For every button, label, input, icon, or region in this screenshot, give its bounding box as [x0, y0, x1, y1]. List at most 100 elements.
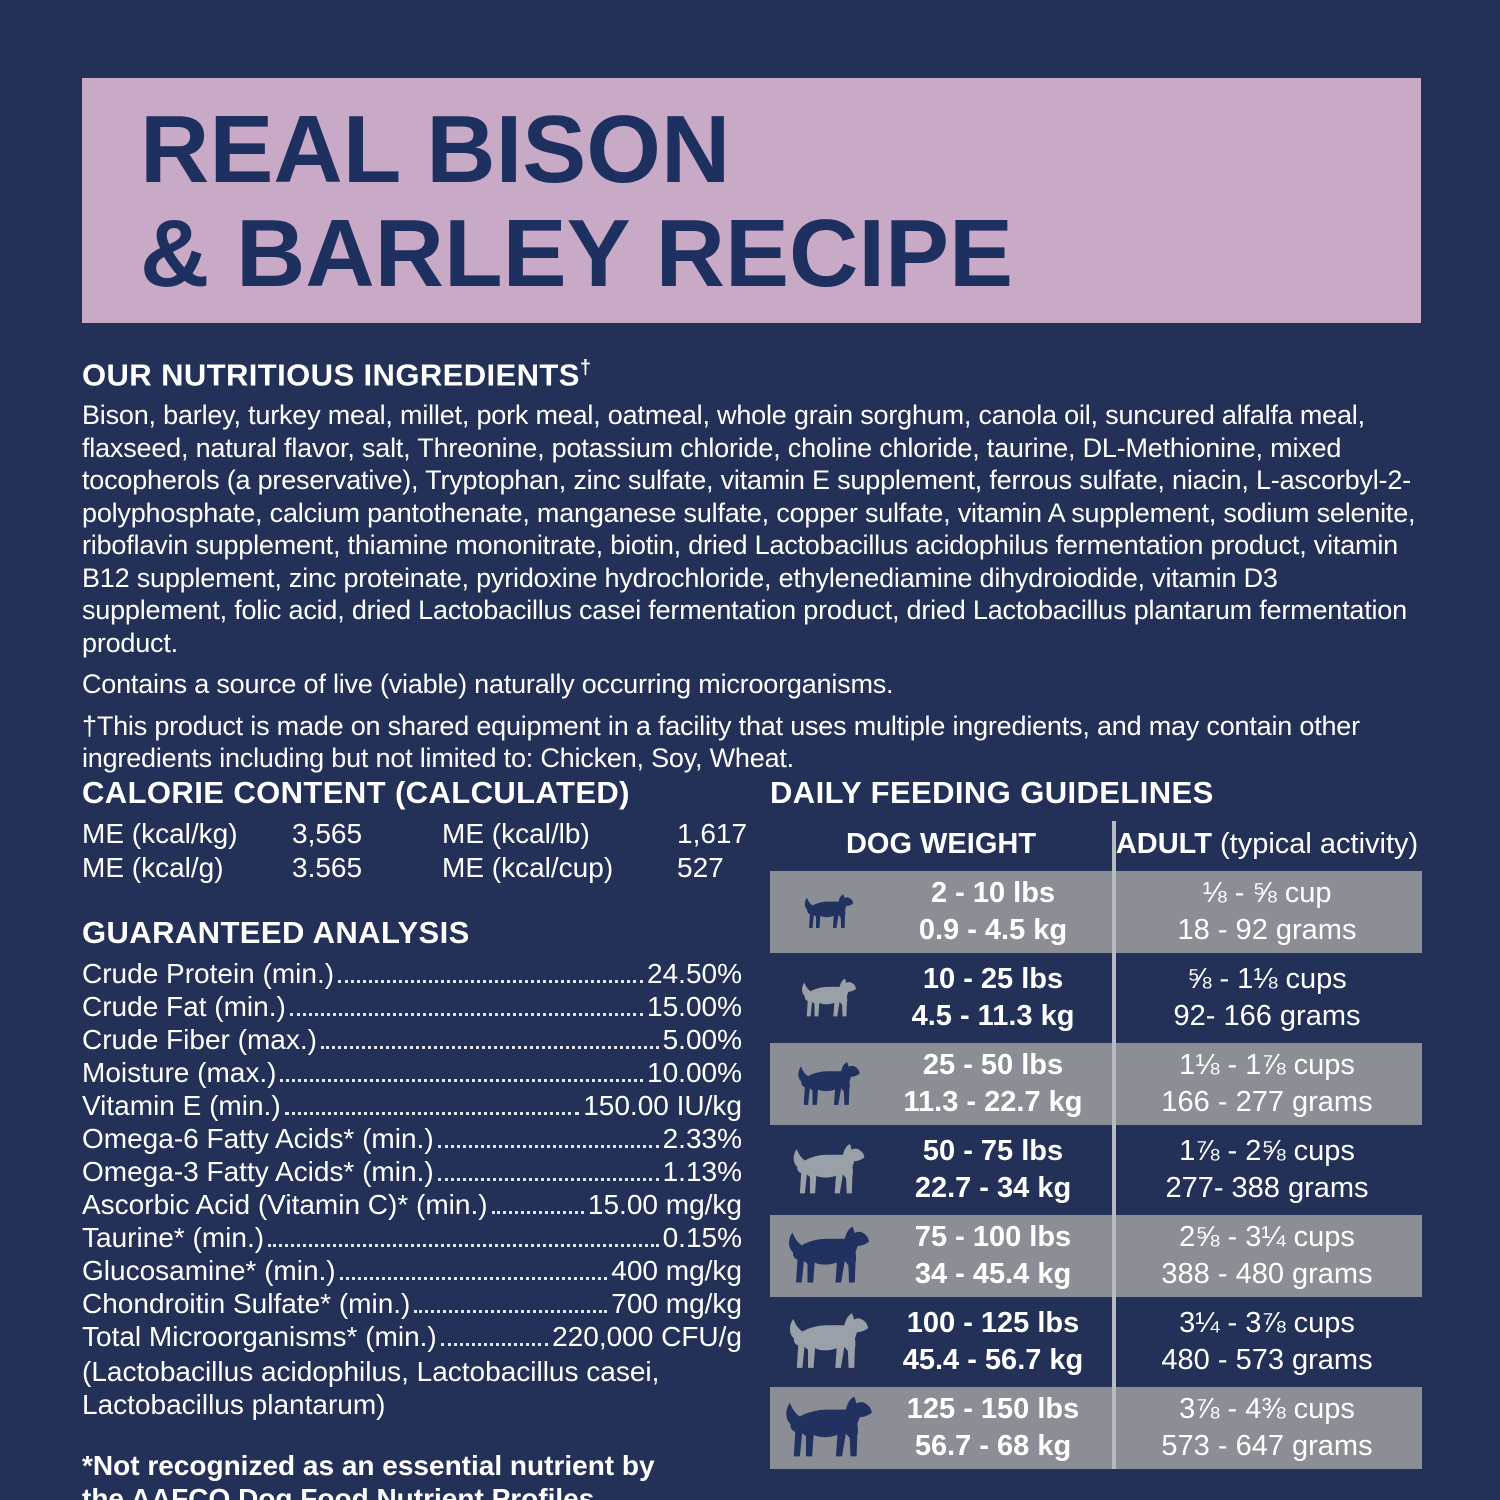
- feeding-row-25-50-lbs: 25 - 50 lbs 11.3 - 22.7 kg 1⅛ - 1⅞ cups 16…: [770, 1043, 1422, 1125]
- feeding-guidelines-heading: DAILY FEEDING GUIDELINES: [770, 775, 1214, 810]
- viable-microorganisms-note: Contains a source of live (viable) natur…: [82, 669, 894, 700]
- analysis-value: 5.00%: [662, 1024, 742, 1055]
- analysis-label: Ascorbic Acid (Vitamin C)* (min.): [82, 1189, 488, 1220]
- analysis-value: 150.00 IU/kg: [583, 1090, 742, 1121]
- ingredients-heading: OUR NUTRITIOUS INGREDIENTS†: [82, 350, 1427, 393]
- adult-header-rest: (typical activity): [1211, 827, 1419, 860]
- amount-cups: 1⅛ - 1⅞ cups: [1179, 1049, 1355, 1081]
- analysis-value: 1.13%: [662, 1156, 742, 1187]
- analysis-row: Crude Protein (min.) 24.50%: [82, 957, 742, 990]
- dog-weight-header: DOG WEIGHT: [845, 827, 1037, 860]
- guaranteed-analysis-list: Crude Protein (min.) 24.50% Crude Fat (mi…: [82, 957, 742, 1353]
- feeding-guidelines-section: DAILY FEEDING GUIDELINES DOG WEIGHT ADUL…: [770, 775, 1422, 1500]
- microorganisms-parenthetical: (Lactobacillus acidophilus, Lactobacillu…: [82, 1356, 660, 1420]
- shared-equipment-note: †This product is made on shared equipmen…: [82, 710, 1360, 774]
- weight-kg: 45.4 - 56.7 kg: [902, 1344, 1084, 1376]
- analysis-row: Chondroitin Sulfate* (min.) 700 mg/kg: [82, 1287, 742, 1320]
- analysis-row: Vitamin E (min.) 150.00 IU/kg: [82, 1089, 742, 1122]
- calorie-label: ME (kcal/lb): [442, 818, 590, 849]
- calorie-value: 1,617: [677, 818, 748, 849]
- terrier-icon: [770, 1059, 888, 1110]
- weight-lbs: 100 - 125 lbs: [906, 1307, 1080, 1339]
- analysis-label: Omega-3 Fatty Acids* (min.): [82, 1156, 434, 1187]
- calorie-label: ME (kcal/g): [82, 852, 224, 883]
- calorie-content-grid: ME (kcal/kg) 3,565 ME (kcal/lb) 1,617 ME…: [82, 817, 747, 885]
- amount-cups: ⅝ - 1⅛ cups: [1187, 963, 1347, 995]
- dot-leader: [491, 1211, 584, 1214]
- amount-grams: 277- 388 grams: [1165, 1172, 1369, 1204]
- weight-kg: 22.7 - 34 kg: [914, 1172, 1072, 1204]
- analysis-label: Crude Fiber (max.): [82, 1024, 317, 1055]
- analysis-value: 0.15%: [662, 1222, 742, 1253]
- analysis-row: Total Microorganisms* (min.) 220,000 CFU/…: [82, 1320, 742, 1353]
- column-divider: [1112, 821, 1116, 1469]
- dot-leader: [268, 1244, 659, 1247]
- analysis-label: Moisture (max.): [82, 1057, 277, 1088]
- calorie-content-heading: CALORIE CONTENT (CALCULATED): [82, 775, 630, 810]
- adult-header-bold: ADULT: [1115, 827, 1212, 860]
- calorie-value: 3,565: [292, 818, 363, 849]
- analysis-label: Omega-6 Fatty Acids* (min.): [82, 1123, 434, 1154]
- analysis-label: Glucosamine* (min.): [82, 1255, 336, 1286]
- analysis-row: Omega-6 Fatty Acids* (min.) 2.33%: [82, 1122, 742, 1155]
- weight-lbs: 50 - 75 lbs: [922, 1135, 1064, 1167]
- weight-lbs: 25 - 50 lbs: [922, 1049, 1064, 1081]
- feeding-row-75-100-lbs: 75 - 100 lbs 34 - 45.4 kg 2⅝ - 3¼ cups 388…: [770, 1215, 1422, 1297]
- dot-leader: [280, 1079, 644, 1082]
- adult-header: ADULT (typical activity): [1112, 828, 1422, 861]
- feeding-row-2-10-lbs: 2 - 10 lbs 0.9 - 4.5 kg ⅛ - ⅝ cup 18 - 92 …: [770, 871, 1422, 953]
- recipe-title-line1: REAL BISON: [140, 96, 731, 203]
- pit-bull-icon: [770, 1141, 888, 1199]
- analysis-value: 700 mg/kg: [611, 1288, 742, 1319]
- french-bulldog-icon: [770, 976, 888, 1021]
- guaranteed-analysis-heading: GUARANTEED ANALYSIS: [82, 915, 470, 950]
- amount-grams: 480 - 573 grams: [1161, 1344, 1373, 1376]
- feeding-row-125-150-lbs: 125 - 150 lbs 56.7 - 68 kg 3⅞ - 4⅜ cups 57…: [770, 1387, 1422, 1469]
- lower-columns: CALORIE CONTENT (CALCULATED) ME (kcal/kg…: [82, 775, 1422, 1500]
- analysis-row: Moisture (max.) 10.00%: [82, 1056, 742, 1089]
- weight-kg: 34 - 45.4 kg: [914, 1258, 1072, 1290]
- analysis-value: 24.50%: [647, 958, 742, 989]
- amount-grams: 166 - 277 grams: [1161, 1086, 1373, 1118]
- analysis-value: 15.00 mg/kg: [587, 1189, 742, 1220]
- amount-grams: 18 - 92 grams: [1177, 914, 1357, 946]
- weight-kg: 11.3 - 22.7 kg: [903, 1086, 1083, 1118]
- amount-grams: 388 - 480 grams: [1161, 1258, 1373, 1290]
- analysis-value: 2.33%: [662, 1123, 742, 1154]
- aafco-footnote: *Not recognized as an essential nutrient…: [82, 1450, 655, 1500]
- analysis-value: 220,000 CFU/g: [552, 1321, 742, 1352]
- analysis-value: 10.00%: [647, 1057, 742, 1088]
- analysis-row: Taurine* (min.) 0.15%: [82, 1221, 742, 1254]
- calorie-value: 527: [677, 852, 724, 883]
- amount-cups: ⅛ - ⅝ cup: [1202, 877, 1332, 909]
- analysis-row: Ascorbic Acid (Vitamin C)* (min.) 15.00 m…: [82, 1188, 742, 1221]
- amount-cups: 3¼ - 3⅞ cups: [1179, 1307, 1355, 1339]
- dot-leader: [414, 1310, 608, 1313]
- dot-leader: [437, 1145, 659, 1148]
- dot-leader: [320, 1046, 659, 1049]
- ingredients-heading-dagger: †: [579, 357, 592, 379]
- analysis-label: Crude Fat (min.): [82, 991, 286, 1022]
- recipe-title-line2: & BARLEY RECIPE: [140, 200, 1014, 307]
- chihuahua-icon: [770, 892, 888, 932]
- calorie-label: ME (kcal/cup): [442, 852, 614, 883]
- analysis-label: Crude Protein (min.): [82, 958, 335, 989]
- amount-grams: 573 - 647 grams: [1161, 1430, 1373, 1462]
- calorie-label: ME (kcal/kg): [82, 818, 238, 849]
- great-dane-icon: [770, 1223, 888, 1289]
- dot-leader: [440, 1343, 549, 1346]
- labrador-icon: [770, 1310, 888, 1374]
- amount-cups: 1⅞ - 2⅝ cups: [1179, 1135, 1355, 1167]
- dot-leader: [339, 1277, 608, 1280]
- weight-lbs: 2 - 10 lbs: [930, 877, 1056, 909]
- weight-lbs: 10 - 25 lbs: [922, 963, 1064, 995]
- feeding-row-100-125-lbs: 100 - 125 lbs 45.4 - 56.7 kg 3¼ - 3⅞ cups…: [770, 1301, 1422, 1383]
- amount-grams: 92- 166 grams: [1173, 1000, 1361, 1032]
- weight-kg: 4.5 - 11.3 kg: [911, 1000, 1075, 1032]
- dot-leader: [437, 1178, 659, 1181]
- ingredients-list: Bison, barley, turkey meal, millet, pork…: [82, 400, 1416, 658]
- dot-leader: [289, 1013, 644, 1016]
- newfoundland-icon: [770, 1393, 888, 1463]
- dot-leader: [284, 1112, 580, 1115]
